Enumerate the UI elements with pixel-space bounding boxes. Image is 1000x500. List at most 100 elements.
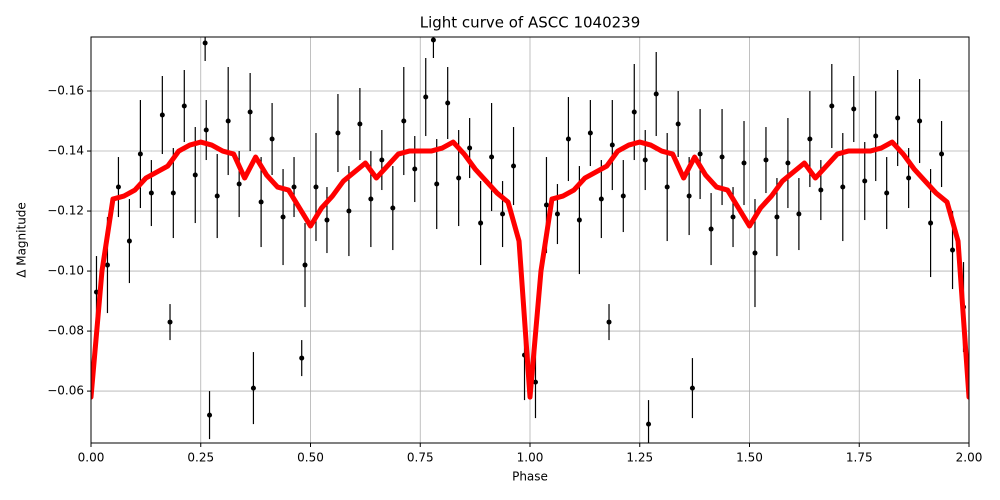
data-point xyxy=(335,130,341,136)
data-point xyxy=(324,217,330,223)
ticks: 0.00 0.25 0.50 0.75 1.00 1.25 1.50 1.75 2.00 −0.0… xyxy=(47,84,982,465)
x-tick-label: 0.50 xyxy=(297,451,324,465)
x-tick-label: 1.50 xyxy=(736,451,763,465)
data-point xyxy=(159,112,165,118)
data-point xyxy=(346,208,352,214)
y-tick-label: −0.12 xyxy=(47,204,84,218)
data-point xyxy=(774,214,780,220)
data-point xyxy=(291,184,297,190)
x-axis-label: Phase xyxy=(512,470,548,484)
data-point xyxy=(917,118,923,124)
chart-title: Light curve of ASCC 1040239 xyxy=(420,14,641,32)
plot-area xyxy=(91,37,969,443)
x-tick-label: 2.00 xyxy=(956,451,983,465)
data-point xyxy=(456,175,462,181)
data-point xyxy=(554,211,560,217)
x-tick-label: 0.75 xyxy=(407,451,434,465)
data-point xyxy=(357,121,363,127)
data-point xyxy=(207,412,213,418)
x-tick-label: 1.00 xyxy=(517,451,544,465)
data-point xyxy=(104,262,110,268)
data-point xyxy=(250,385,256,391)
data-point xyxy=(489,154,495,160)
data-point xyxy=(258,199,264,205)
data-point xyxy=(807,136,813,142)
data-point xyxy=(686,193,692,199)
data-point xyxy=(587,130,593,136)
data-point xyxy=(170,190,176,196)
data-point xyxy=(115,184,121,190)
data-point xyxy=(313,184,319,190)
data-point xyxy=(829,103,835,109)
data-point xyxy=(796,211,802,217)
data-point xyxy=(906,175,912,181)
x-tick-label: 1.75 xyxy=(846,451,873,465)
x-tick-label: 0.00 xyxy=(78,451,105,465)
data-point xyxy=(225,118,231,124)
data-point xyxy=(708,226,714,232)
data-point xyxy=(785,160,791,166)
data-point xyxy=(430,37,436,43)
data-point xyxy=(412,166,418,172)
data-point xyxy=(609,142,615,148)
data-point xyxy=(741,160,747,166)
data-point xyxy=(214,193,220,199)
model-curve xyxy=(91,139,969,400)
data-point xyxy=(543,202,549,208)
data-point xyxy=(576,217,582,223)
data-point xyxy=(631,109,637,115)
data-point xyxy=(368,196,374,202)
data-point xyxy=(478,220,484,226)
data-point xyxy=(730,214,736,220)
y-tick-label: −0.14 xyxy=(47,144,84,158)
data-point xyxy=(302,262,308,268)
data-point xyxy=(719,154,725,160)
data-point xyxy=(280,214,286,220)
data-point xyxy=(884,190,890,196)
data-point xyxy=(763,157,769,163)
data-point xyxy=(379,157,385,163)
data-point xyxy=(390,205,396,211)
data-point xyxy=(606,319,612,325)
data-point xyxy=(928,220,934,226)
data-point xyxy=(565,136,571,142)
data-point xyxy=(192,172,198,178)
data-point xyxy=(269,136,275,142)
data-point xyxy=(620,193,626,199)
data-point xyxy=(167,319,173,325)
data-point xyxy=(895,115,901,121)
data-point xyxy=(511,163,517,169)
data-point xyxy=(236,181,242,187)
data-point xyxy=(697,151,703,157)
data-point xyxy=(445,100,451,106)
data-point xyxy=(851,106,857,112)
x-tick-label: 0.25 xyxy=(187,451,214,465)
data-point xyxy=(646,421,652,427)
data-point xyxy=(689,385,695,391)
data-point xyxy=(873,133,879,139)
grid xyxy=(90,37,970,443)
data-point xyxy=(642,157,648,163)
data-point xyxy=(467,145,473,151)
data-point xyxy=(423,94,429,100)
y-tick-label: −0.16 xyxy=(47,84,84,98)
data-point xyxy=(181,103,187,109)
data-point xyxy=(532,379,538,385)
y-tick-label: −0.08 xyxy=(47,324,84,338)
data-point xyxy=(664,184,670,190)
data-point xyxy=(598,196,604,202)
data-point xyxy=(939,151,945,157)
data-point xyxy=(148,190,154,196)
data-point xyxy=(434,181,440,187)
data-point xyxy=(818,187,824,193)
data-point xyxy=(401,118,407,124)
data-point xyxy=(247,109,253,115)
data-point xyxy=(299,355,305,361)
data-point xyxy=(126,238,132,244)
y-tick-label: −0.06 xyxy=(47,384,84,398)
data-point xyxy=(137,151,143,157)
data-point xyxy=(203,127,209,133)
y-tick-label: −0.10 xyxy=(47,264,84,278)
